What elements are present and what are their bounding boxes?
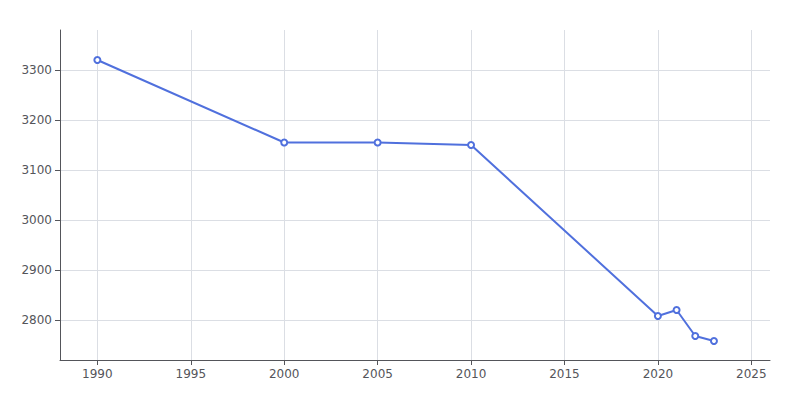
svg-text:1995: 1995 [176, 367, 207, 381]
svg-text:1990: 1990 [82, 367, 113, 381]
svg-text:2010: 2010 [456, 367, 487, 381]
svg-text:2025: 2025 [736, 367, 767, 381]
svg-text:3300: 3300 [21, 63, 52, 77]
svg-text:2900: 2900 [21, 263, 52, 277]
svg-text:2015: 2015 [549, 367, 580, 381]
svg-text:2000: 2000 [269, 367, 300, 381]
svg-text:3200: 3200 [21, 113, 52, 127]
svg-text:2020: 2020 [643, 367, 674, 381]
svg-text:3100: 3100 [21, 163, 52, 177]
svg-text:3000: 3000 [21, 213, 52, 227]
svg-text:2005: 2005 [362, 367, 393, 381]
svg-text:2800: 2800 [21, 313, 52, 327]
